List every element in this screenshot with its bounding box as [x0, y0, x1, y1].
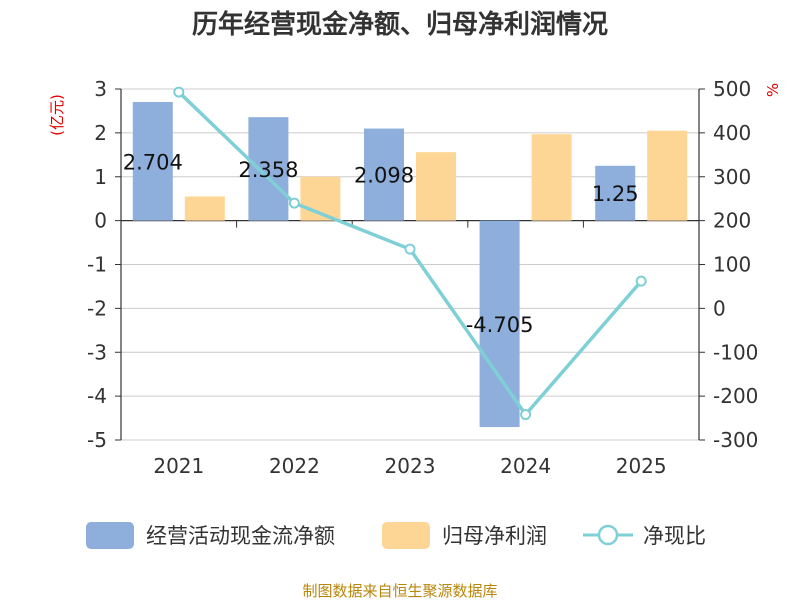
right-tick-label: -200 — [713, 384, 758, 408]
net-profit-bar — [184, 196, 225, 221]
cashflow-value-label: 1.25 — [592, 182, 639, 206]
right-tick-label: -300 — [713, 428, 758, 452]
legend-label-cashflow: 经营活动现金流净额 — [146, 524, 335, 548]
x-tick-label: 2021 — [153, 454, 204, 478]
cashflow-bar — [248, 117, 289, 221]
ratio-point — [173, 86, 185, 98]
left-axis-unit: (亿元) — [48, 94, 66, 136]
net-profit-bar — [647, 130, 688, 221]
source-note: 制图数据来自恒生聚源数据库 — [302, 582, 497, 600]
cashflow-value-label: 2.704 — [123, 150, 183, 174]
ratio-point — [404, 243, 416, 255]
left-tick-label: -3 — [87, 340, 107, 364]
cashflow-value-label: 2.098 — [354, 164, 414, 188]
cashflow-value-label: 2.358 — [238, 158, 298, 182]
right-axis-unit: % — [764, 83, 782, 97]
legend: 经营活动现金流净额 归母净利润 净现比 — [86, 522, 706, 549]
left-tick-label: -2 — [87, 296, 107, 320]
right-tick-label: 500 — [713, 77, 751, 101]
legend-marker-ratio — [597, 524, 619, 546]
left-tick-label: 1 — [94, 165, 107, 189]
left-tick-label: 0 — [94, 209, 107, 233]
legend-label-ratio: 净现比 — [643, 524, 706, 548]
net-profit-bar — [531, 134, 572, 221]
net-profit-bar — [416, 152, 456, 221]
left-tick-label: -4 — [87, 384, 107, 408]
x-tick-label: 2023 — [385, 454, 436, 478]
legend-swatch-cashflow — [86, 522, 134, 549]
data-labels: 2.704 2.358 2.098 -4.705 1.25 — [123, 150, 639, 337]
x-tick-label: 2022 — [269, 454, 320, 478]
ratio-point — [635, 275, 647, 287]
legend-swatch-net-profit — [382, 522, 430, 549]
legend-label-net-profit: 归母净利润 — [442, 524, 547, 548]
right-tick-label: 100 — [713, 253, 751, 277]
right-tick-label: 0 — [713, 296, 726, 320]
gridlines — [121, 88, 699, 441]
right-tick-label: -100 — [713, 340, 758, 364]
cashflow-bar — [479, 220, 520, 428]
right-tick-label: 300 — [713, 165, 751, 189]
right-tick-label: 400 — [713, 121, 751, 145]
left-tick-label: 2 — [94, 121, 107, 145]
cashflow-bar — [132, 101, 173, 221]
x-tick-label: 2024 — [500, 454, 551, 478]
chart-title: 历年经营现金净额、归母净利润情况 — [192, 9, 608, 40]
ratio-point — [288, 197, 300, 209]
x-tick-label: 2025 — [616, 454, 667, 478]
cashflow-value-label: -4.705 — [466, 313, 534, 337]
left-tick-label: -1 — [87, 253, 107, 277]
ratio-point — [520, 409, 532, 421]
bars — [132, 101, 688, 428]
left-tick-label: -5 — [87, 428, 107, 452]
left-tick-label: 3 — [94, 77, 107, 101]
right-tick-label: 200 — [713, 209, 751, 233]
cashflow-bar — [364, 128, 404, 221]
ratio-line — [173, 86, 647, 421]
axes: 3 2 1 0 -1 -2 -3 -4 -5 500 400 300 200 100 0 -100 -200 -3… — [87, 77, 758, 478]
cashflow-bar — [595, 165, 636, 221]
